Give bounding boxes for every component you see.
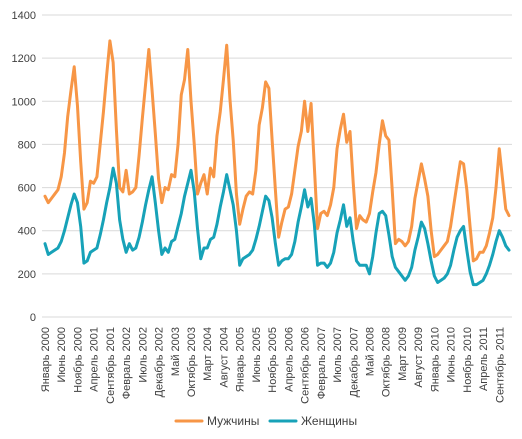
x-tick-label: Июль 2007 (332, 327, 344, 383)
x-tick-label: Июнь 2010 (446, 327, 458, 383)
x-tick-label: Июнь 2005 (251, 327, 263, 383)
y-tick-label: 0 (30, 312, 36, 324)
y-tick-label: 200 (18, 269, 36, 281)
x-tick-label: Март 2004 (202, 327, 214, 381)
x-tick-label: Июль 2002 (137, 327, 149, 383)
y-tick-label: 1400 (12, 10, 36, 22)
x-tick-label: Октябрь 2003 (186, 327, 198, 397)
y-tick-label: 600 (18, 183, 36, 195)
y-tick-label: 1200 (12, 53, 36, 65)
x-tick-label: Декабрь 2002 (154, 327, 166, 397)
y-tick-label: 800 (18, 139, 36, 151)
x-tick-label: Март 2009 (397, 327, 409, 381)
x-tick-label: Октябрь 2008 (381, 327, 393, 397)
series-line-women (43, 166, 511, 287)
y-tick-label: 400 (18, 226, 36, 238)
x-tick-label: Сентябрь 2011 (494, 327, 506, 403)
x-tick-label: Апрель 2006 (283, 327, 295, 392)
x-tick-label: Апрель 2011 (478, 327, 490, 391)
legend-label-men: Мужчины (207, 414, 259, 428)
x-tick-label: Май 2008 (364, 327, 376, 376)
x-tick-label: Ноябрь 2000 (72, 327, 84, 393)
x-tick-label: Декабрь 2007 (348, 327, 360, 397)
x-tick-label: Ноябрь 2010 (462, 327, 474, 393)
x-tick-label: Январь 2005 (235, 327, 247, 392)
x-tick-label: Август 2009 (413, 327, 425, 388)
x-tick-label: Май 2003 (170, 327, 182, 376)
x-tick-label: Июнь 2000 (56, 327, 68, 383)
legend-label-women: Женщины (301, 414, 357, 428)
x-tick-label: Сентябрь 2006 (300, 327, 312, 404)
x-tick-label: Апрель 2001 (89, 327, 101, 392)
x-tick-label: Февраль 2002 (121, 327, 133, 399)
x-tick-label: Январь 2000 (40, 327, 52, 392)
x-tick-label: Август 2004 (218, 327, 230, 388)
x-tick-label: Ноябрь 2005 (267, 327, 279, 393)
x-tick-label: Январь 2010 (429, 327, 441, 392)
x-tick-label: Февраль 2007 (316, 327, 328, 399)
x-tick-label: Сентябрь 2001 (105, 327, 117, 404)
y-tick-label: 1000 (12, 96, 36, 108)
series-line-men (43, 39, 511, 263)
